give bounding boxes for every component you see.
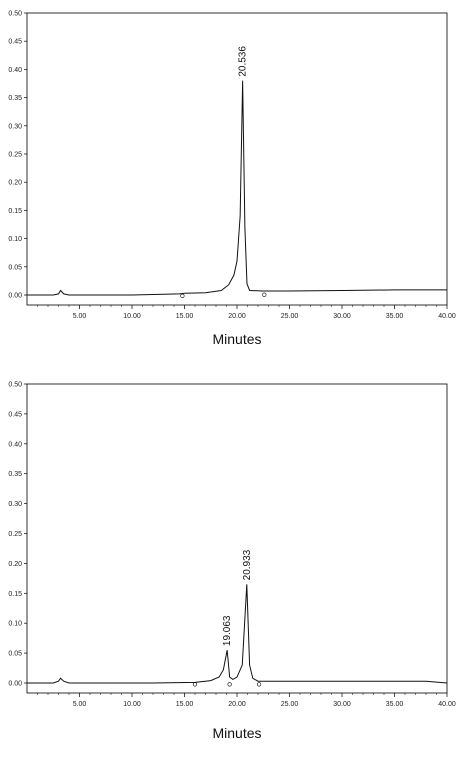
x-tick-label: 20.00: [228, 313, 246, 320]
y-tick-label: 0.45: [8, 411, 22, 418]
x-tick-label: 5.00: [73, 701, 87, 708]
y-tick-label: 0.15: [8, 208, 22, 215]
integration-marker: [256, 682, 262, 687]
y-tick-label: 0.35: [8, 95, 22, 102]
x-axis-title: Minutes: [212, 331, 261, 347]
y-tick-label: 0.00: [8, 293, 22, 300]
integration-marker: [262, 292, 267, 297]
x-tick-label: 40.00: [438, 701, 456, 708]
y-tick-label: 0.50: [8, 11, 22, 18]
x-tick-label: 15.00: [176, 701, 194, 708]
y-tick-label: 0.40: [8, 441, 22, 448]
x-axis-title: Minutes: [212, 725, 261, 741]
y-tick-label: 0.40: [8, 67, 22, 74]
x-tick-label: 10.00: [123, 313, 141, 320]
y-tick-label: 0.10: [8, 236, 22, 243]
x-tick-label: 35.00: [386, 701, 404, 708]
integration-marker: [227, 682, 232, 687]
y-tick-label: 0.15: [8, 591, 22, 598]
peak-label: 20.536: [238, 46, 249, 77]
y-tick-label: 0.10: [8, 621, 22, 628]
x-tick-label: 25.00: [281, 313, 299, 320]
integration-marker: [192, 682, 198, 687]
x-tick-label: 30.00: [333, 313, 351, 320]
y-tick-label: 0.25: [8, 531, 22, 538]
x-tick-label: 10.00: [123, 701, 141, 708]
peak-label: 19.063: [222, 615, 233, 646]
y-tick-label: 0.05: [8, 264, 22, 271]
plot-frame-2: [26, 383, 448, 694]
x-tick-label: 5.00: [73, 313, 87, 320]
chromatogram-trace-1: [27, 80, 447, 296]
peak-label: 20.933: [242, 549, 253, 580]
y-tick-label: 0.30: [8, 501, 22, 508]
y-tick-label: 0.00: [8, 681, 22, 688]
y-tick-label: 0.20: [8, 561, 22, 568]
chromatogram-trace-2: [27, 584, 448, 684]
y-tick-label: 0.30: [8, 123, 22, 130]
y-tick-label: 0.20: [8, 180, 22, 187]
x-tick-label: 15.00: [176, 313, 194, 320]
x-tick-label: 30.00: [333, 701, 351, 708]
x-tick-label: 20.00: [228, 701, 246, 708]
y-tick-label: 0.05: [8, 651, 22, 658]
y-tick-label: 0.50: [8, 382, 22, 389]
x-tick-label: 25.00: [281, 701, 299, 708]
y-tick-label: 0.35: [8, 471, 22, 478]
x-tick-label: 40.00: [438, 313, 456, 320]
y-tick-label: 0.45: [8, 39, 22, 46]
integration-marker: [180, 293, 185, 298]
y-tick-label: 0.25: [8, 152, 22, 159]
x-tick-label: 35.00: [386, 313, 404, 320]
